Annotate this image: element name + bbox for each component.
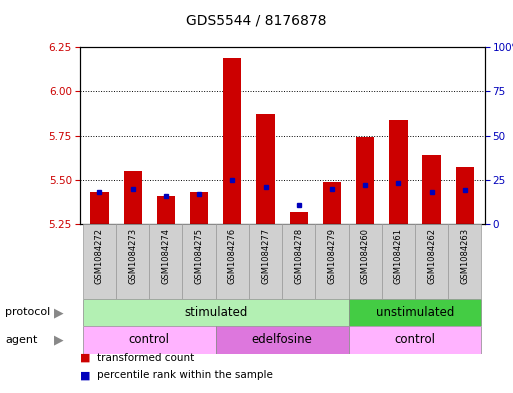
Bar (356, 137, 374, 224)
Text: GSM1084262: GSM1084262 (427, 228, 436, 284)
Text: GSM1084278: GSM1084278 (294, 228, 303, 284)
FancyBboxPatch shape (215, 224, 249, 299)
Text: GSM1084274: GSM1084274 (162, 228, 170, 284)
Bar (290, 211, 308, 224)
Bar (456, 167, 474, 224)
FancyBboxPatch shape (349, 326, 482, 354)
Text: protocol: protocol (5, 307, 50, 318)
FancyBboxPatch shape (83, 326, 215, 354)
FancyBboxPatch shape (315, 224, 349, 299)
Bar (389, 120, 407, 224)
FancyBboxPatch shape (349, 224, 382, 299)
FancyBboxPatch shape (415, 224, 448, 299)
Text: GSM1084273: GSM1084273 (128, 228, 137, 284)
FancyBboxPatch shape (382, 224, 415, 299)
Text: percentile rank within the sample: percentile rank within the sample (97, 370, 273, 380)
FancyBboxPatch shape (215, 326, 349, 354)
Text: GDS5544 / 8176878: GDS5544 / 8176878 (186, 14, 327, 28)
Bar (124, 171, 142, 224)
FancyBboxPatch shape (183, 224, 215, 299)
Text: edelfosine: edelfosine (252, 333, 312, 347)
Bar (223, 58, 242, 224)
FancyBboxPatch shape (282, 224, 315, 299)
Text: control: control (394, 333, 436, 347)
Text: GSM1084279: GSM1084279 (327, 228, 337, 284)
Text: GSM1084260: GSM1084260 (361, 228, 370, 284)
Text: agent: agent (5, 335, 37, 345)
FancyBboxPatch shape (83, 299, 349, 326)
Text: stimulated: stimulated (184, 306, 247, 319)
Text: GSM1084275: GSM1084275 (194, 228, 204, 284)
Text: GSM1084263: GSM1084263 (460, 228, 469, 284)
Text: GSM1084277: GSM1084277 (261, 228, 270, 284)
Text: ■: ■ (80, 353, 90, 363)
Text: GSM1084261: GSM1084261 (394, 228, 403, 284)
Text: GSM1084272: GSM1084272 (95, 228, 104, 284)
FancyBboxPatch shape (116, 224, 149, 299)
Bar (90, 192, 109, 224)
Text: ▶: ▶ (54, 333, 64, 347)
Bar (157, 196, 175, 224)
Text: control: control (129, 333, 170, 347)
Text: GSM1084276: GSM1084276 (228, 228, 237, 284)
Text: transformed count: transformed count (97, 353, 195, 363)
FancyBboxPatch shape (149, 224, 183, 299)
FancyBboxPatch shape (249, 224, 282, 299)
Text: ■: ■ (80, 370, 90, 380)
Text: unstimulated: unstimulated (376, 306, 454, 319)
Bar (323, 182, 341, 224)
FancyBboxPatch shape (448, 224, 482, 299)
Bar (190, 192, 208, 224)
Text: ▶: ▶ (54, 306, 64, 319)
FancyBboxPatch shape (349, 299, 482, 326)
Bar (423, 155, 441, 224)
Bar (256, 114, 274, 224)
FancyBboxPatch shape (83, 224, 116, 299)
